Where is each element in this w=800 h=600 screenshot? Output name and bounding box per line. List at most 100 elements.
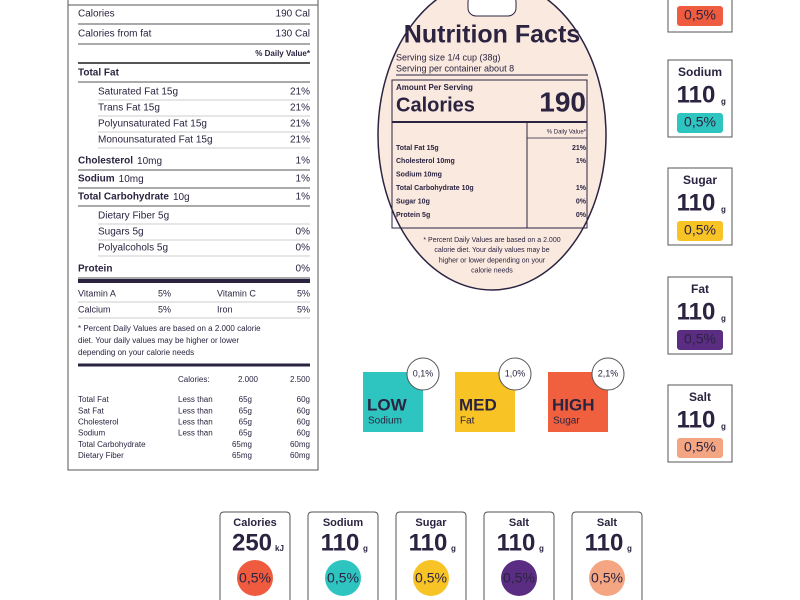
badge-pill	[677, 6, 723, 26]
nutrient-dv: 1%	[296, 192, 311, 203]
table-limit: Less than	[178, 418, 213, 427]
badge-percent: 0,5%	[503, 570, 535, 586]
badge-name: Sugar	[683, 173, 717, 187]
badge-pill	[677, 221, 723, 241]
sub-name: Polyalcohols 5g	[98, 243, 168, 254]
sub-name: Polyunsaturated Fat 15g	[98, 119, 207, 130]
table-header: 2.000	[238, 375, 259, 384]
level-circle	[406, 357, 440, 391]
sub-dv: 21%	[290, 135, 310, 146]
badge-percent: 0,5%	[239, 570, 271, 586]
table-value: 65g	[239, 429, 252, 438]
table-value: 65mg	[232, 451, 252, 460]
badge-value: 110	[677, 189, 716, 216]
vitamin-value: 5%	[297, 288, 310, 298]
badge-value: 110	[321, 529, 360, 556]
badge-percent: 0,5%	[591, 570, 623, 586]
badge-value: 110	[585, 529, 624, 556]
nutrient-name: Cholesterol 10mg	[78, 156, 162, 167]
badge-value: 250	[232, 529, 272, 556]
vitamin-name: Iron	[217, 304, 233, 314]
oval-title: Nutrition Facts	[404, 21, 580, 49]
badge-name: Salt	[509, 517, 530, 529]
badge-pill	[677, 330, 723, 350]
serving: Serving per container about 8	[396, 63, 514, 73]
sub-name: Sugars 5g	[98, 227, 144, 238]
dv-header: % Daily Value*	[547, 130, 587, 136]
vitamin-name: Calcium	[78, 304, 111, 314]
level-percent: 2,1%	[598, 368, 619, 378]
badge-percent: 0,5%	[684, 222, 716, 238]
table-header: 2.500	[290, 375, 311, 384]
badge-unit: g	[721, 422, 726, 431]
badge-circle	[589, 560, 625, 596]
sub-dv: 0%	[296, 243, 311, 254]
badge-value: 110	[677, 81, 716, 108]
badge-value: 110	[677, 406, 716, 433]
oval-dv: 1%	[576, 158, 587, 165]
oval-footnote: calorie needs	[471, 268, 513, 275]
calories-label: Calories	[396, 94, 475, 116]
oval-dv: 21%	[572, 145, 587, 152]
table-value: 60g	[297, 406, 310, 415]
vitamin-value: 5%	[158, 304, 171, 314]
badge-name: Sodium	[678, 65, 722, 79]
badge-circle	[501, 560, 537, 596]
oval-row: Sugar 10g	[396, 198, 430, 205]
badge-name: Fat	[691, 282, 709, 296]
badge-percent: 0,5%	[684, 7, 716, 23]
table-name: Sat Fat	[78, 406, 105, 415]
table-value: 60g	[297, 429, 310, 438]
badge-percent: 0,5%	[327, 570, 359, 586]
level-nutrient: Sugar	[553, 416, 580, 427]
dv-header: % Daily Value*	[255, 49, 311, 58]
table-value: 60g	[297, 395, 310, 404]
badge-name: Calories	[233, 517, 276, 529]
footnote: depending on your calorie needs	[78, 348, 194, 357]
oval-footnote: higher or lower depending on your	[439, 257, 546, 264]
table-header: Calories:	[178, 375, 210, 384]
vitamin-name: Vitamin C	[217, 288, 256, 298]
level-percent: 1,0%	[505, 368, 526, 378]
sub-name: Dietary Fiber 5g	[98, 211, 169, 222]
oval-icon	[467, 0, 517, 17]
table-name: Total Fat	[78, 395, 109, 404]
table-name: Dietary Fiber	[78, 451, 124, 460]
table-limit: Less than	[178, 429, 213, 438]
sub-dv: 0%	[296, 227, 311, 238]
row-value: 130 Cal	[276, 29, 310, 40]
level-nutrient: Sodium	[368, 416, 402, 427]
badge-unit: g	[721, 97, 726, 106]
table-value: 65g	[239, 406, 252, 415]
oval-dv: 0%	[576, 212, 587, 219]
badge-pill	[677, 438, 723, 458]
table-limit: Less than	[178, 406, 213, 415]
nutrient-amount: 10mg	[137, 156, 162, 167]
table-value: 65g	[239, 395, 252, 404]
oval-footnote: calorie diet. Your daily values may be	[434, 247, 549, 254]
table-limit: Less than	[178, 395, 213, 404]
label-frame	[67, 0, 319, 471]
oval-frame	[377, 0, 607, 291]
badge-circle	[325, 560, 361, 596]
oval-box	[391, 79, 588, 229]
badge-name: Sodium	[323, 517, 364, 529]
badge-value: 110	[497, 529, 536, 556]
badge-value: 110	[409, 529, 448, 556]
table-value: 65mg	[232, 440, 252, 449]
row-value: 190 Cal	[276, 9, 310, 20]
oval-row: Total Fat 15g	[396, 145, 439, 152]
serving: Serving size 1/4 cup (38g)	[396, 52, 501, 62]
badge-pill	[677, 113, 723, 133]
level-nutrient: Fat	[460, 416, 475, 427]
badge-unit: g	[539, 544, 544, 553]
nutrient-name: Sodium 10mg	[78, 174, 144, 185]
nutrient-dv: 1%	[296, 156, 311, 167]
nutrient-amount: 10mg	[119, 174, 144, 185]
badge-unit: g	[721, 314, 726, 323]
oval-row: Cholesterol 10mg	[396, 158, 455, 165]
nutrient-name: Total Carbohydrate 10g	[78, 192, 190, 203]
calories-value: 190	[539, 86, 586, 117]
